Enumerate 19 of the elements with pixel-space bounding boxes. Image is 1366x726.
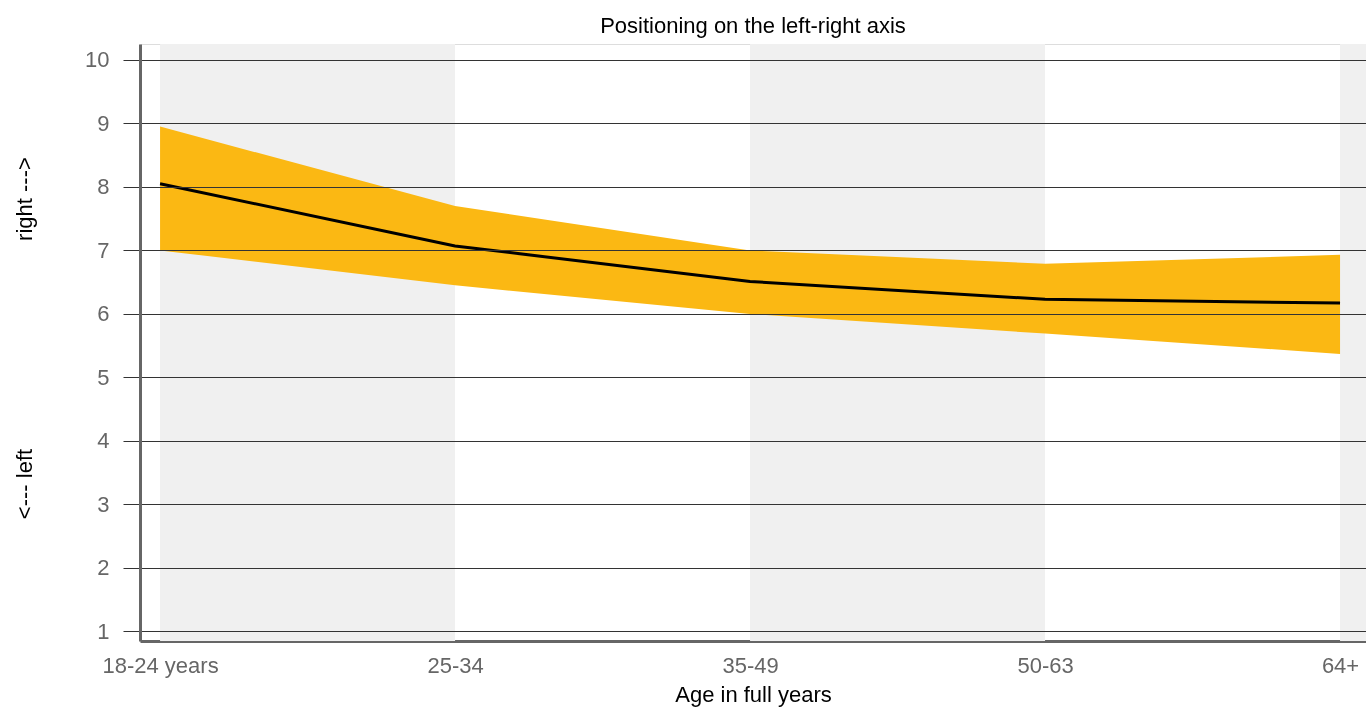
y-tick-label: 6 — [97, 301, 110, 327]
y-tick-label: 8 — [97, 174, 110, 200]
x-tick-label: 18-24 years — [102, 652, 219, 678]
x-tick-label: 25-34 — [427, 652, 484, 678]
x-tick-label: 50-63 — [1017, 652, 1074, 678]
y-tick-label: 10 — [85, 47, 110, 73]
chart-title: Positioning on the left-right axis — [600, 13, 906, 38]
x-axis-title: Age in full years — [675, 681, 832, 707]
y-tick-label: 7 — [97, 237, 110, 263]
y-tick-label: 2 — [97, 555, 110, 581]
y-axis-title: right ---> — [12, 157, 37, 241]
y-tick-label: 3 — [97, 491, 110, 517]
y-tick-label: 9 — [97, 110, 110, 136]
text: <--- left — [12, 448, 37, 520]
x-tick-label: 64+ — [1321, 652, 1360, 678]
x-tick-label: 35-49 — [722, 652, 779, 678]
y-tick-label: 1 — [97, 618, 110, 644]
y-tick-label: 5 — [97, 364, 110, 390]
y-tick-label: 4 — [97, 428, 110, 454]
